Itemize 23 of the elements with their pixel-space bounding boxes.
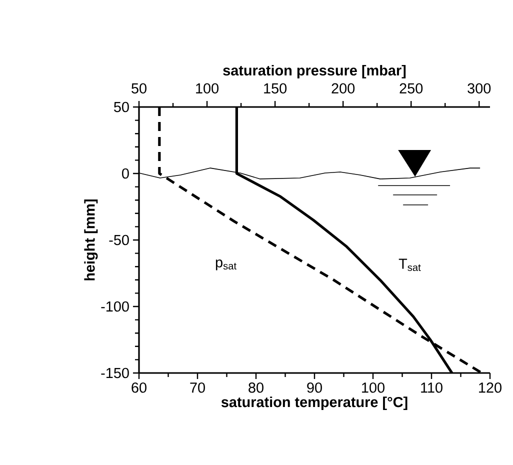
x2-tick-label: 150: [264, 83, 287, 94]
x2-tick-label: 300: [468, 83, 491, 94]
x2-tick-label: 200: [332, 83, 355, 94]
series-label: T$_{sat}$: [398, 258, 421, 271]
x2-tick-label: 50: [132, 83, 146, 94]
x-tick-label: 80: [248, 382, 264, 393]
y-tick-label: 0: [122, 168, 129, 179]
text: p$_{sat}$: [216, 260, 236, 270]
x2-axis-title: saturation pressure [mbar]: [223, 64, 406, 78]
y-tick-label: -100: [101, 301, 129, 312]
x2-tick-label: 100: [196, 83, 219, 94]
x2-tick-label: 250: [400, 83, 423, 94]
x-tick-label: 60: [132, 382, 146, 393]
x-tick-label: 70: [190, 382, 205, 393]
y-axis-title: height [mm]: [84, 199, 98, 280]
x-axis-title: saturation temperature [°C]: [221, 396, 408, 410]
x-tick-label: 120: [479, 382, 502, 393]
x-tick-label: 100: [362, 382, 384, 393]
x-tick-label: 110: [421, 382, 442, 393]
y-tick-label: -50: [109, 234, 129, 246]
y-tick-label: -150: [101, 368, 129, 378]
x-tick-label: 90: [307, 382, 322, 393]
y-tick-label: 50: [114, 102, 129, 112]
